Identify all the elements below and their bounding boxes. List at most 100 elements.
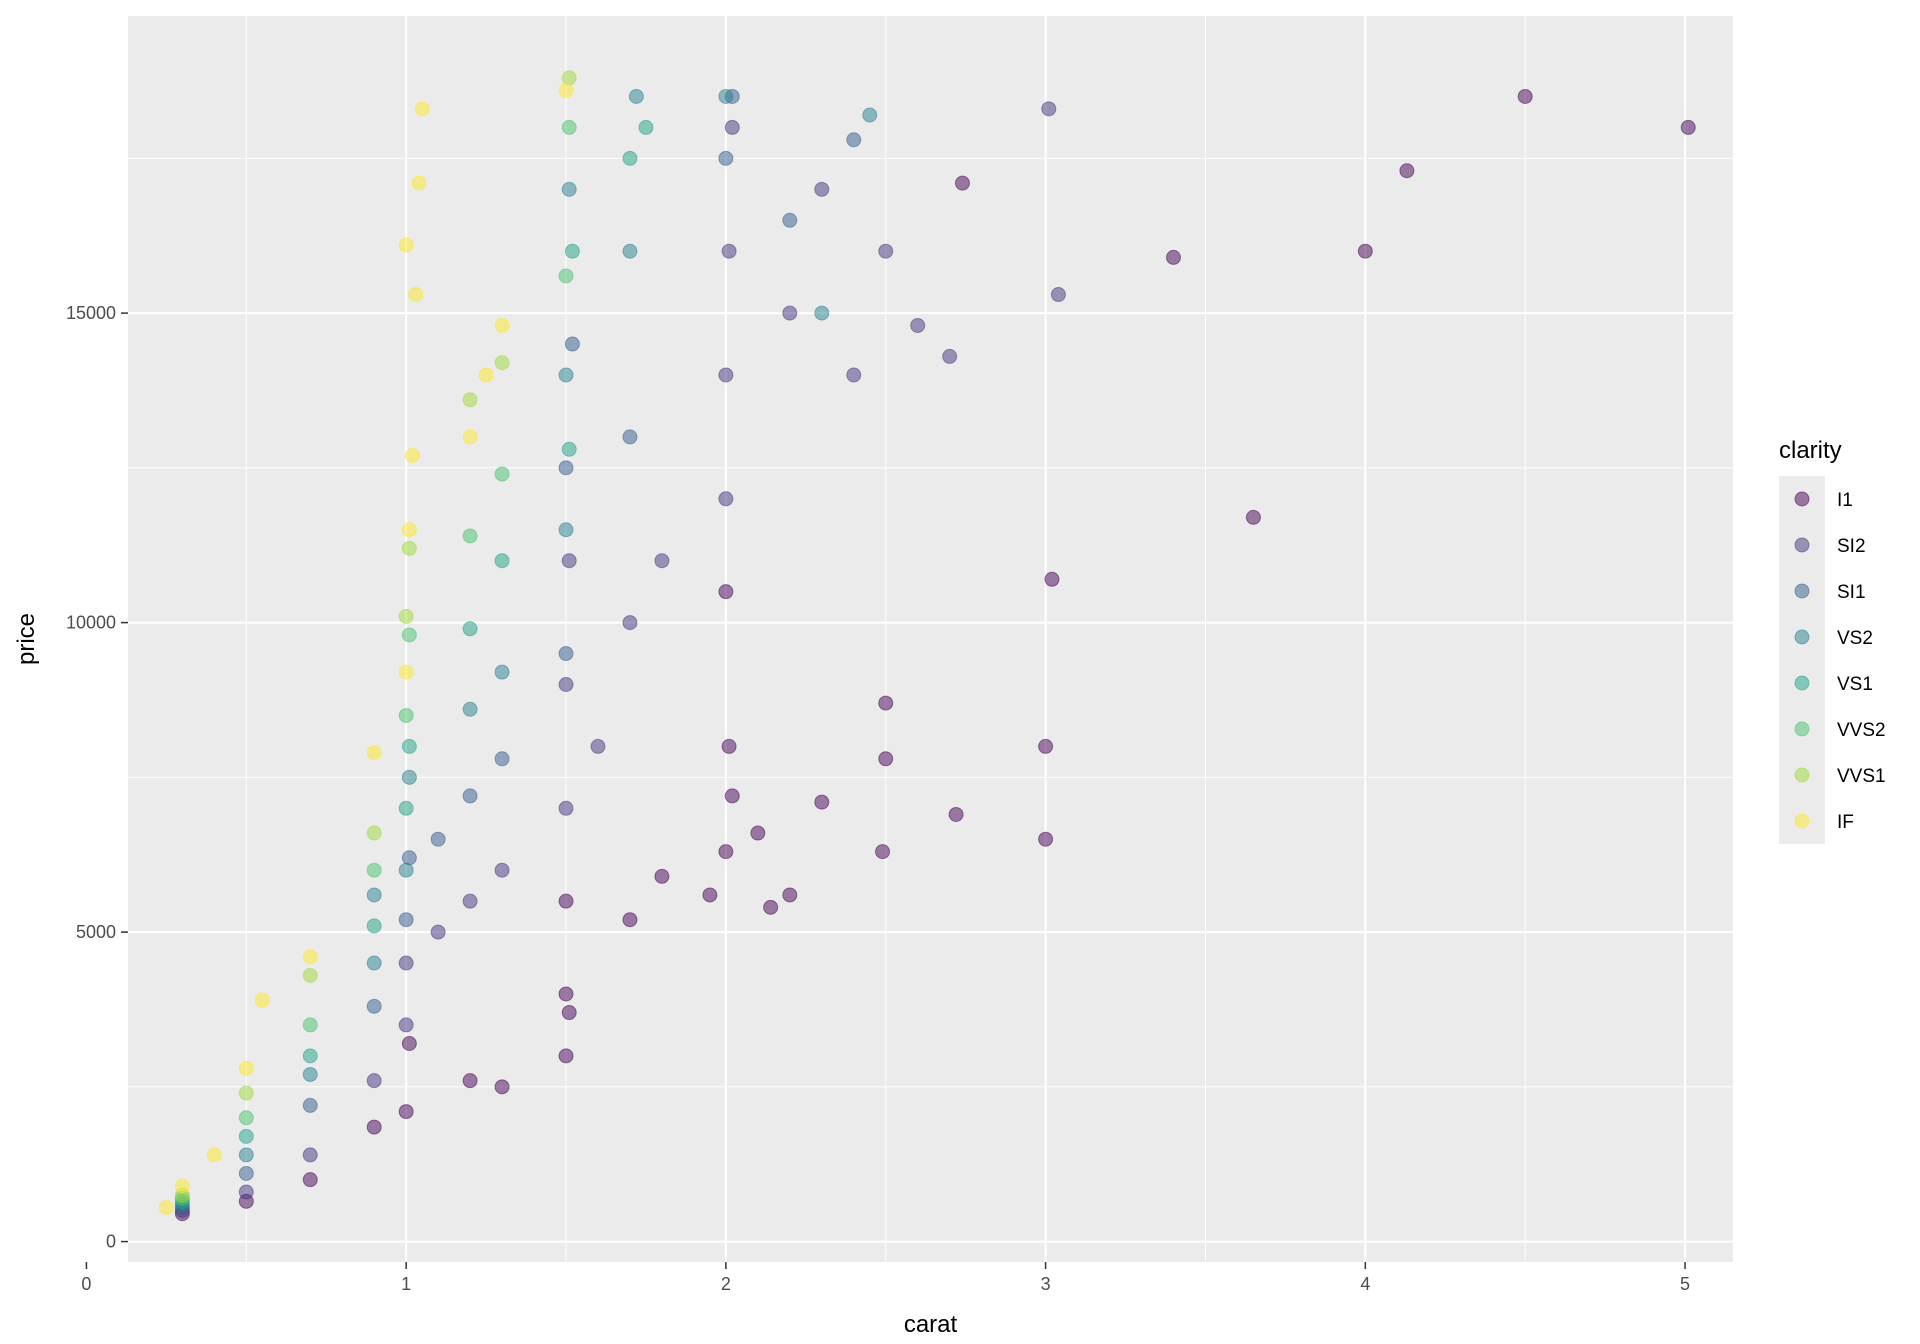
data-point	[398, 800, 414, 816]
data-point	[430, 831, 446, 847]
data-point	[878, 751, 894, 767]
data-points	[158, 70, 1696, 1222]
data-point	[462, 701, 478, 717]
data-point	[654, 868, 670, 884]
legend-label: SI1	[1837, 582, 1866, 603]
data-point	[558, 646, 574, 662]
data-point	[561, 1005, 577, 1021]
data-point	[718, 584, 734, 600]
data-point	[366, 998, 382, 1014]
data-point	[494, 751, 510, 767]
data-point	[462, 1073, 478, 1089]
data-point	[718, 367, 734, 383]
data-point	[1038, 738, 1054, 754]
data-point	[782, 305, 798, 321]
data-point	[398, 955, 414, 971]
data-point	[206, 1147, 222, 1163]
legend-swatch	[1794, 767, 1810, 783]
data-point	[561, 553, 577, 569]
data-point	[561, 70, 577, 86]
data-point	[366, 955, 382, 971]
x-tick-label: 4	[1360, 1274, 1370, 1294]
data-point	[910, 317, 926, 333]
data-point	[408, 287, 424, 303]
data-point	[401, 850, 417, 866]
x-tick-label: 1	[401, 1274, 411, 1294]
data-point	[954, 175, 970, 191]
data-point	[398, 862, 414, 878]
data-point	[238, 1085, 254, 1101]
data-point	[414, 101, 430, 117]
data-point	[718, 844, 734, 860]
data-point	[302, 1066, 318, 1082]
data-point	[238, 1165, 254, 1181]
plot-panel	[128, 16, 1733, 1262]
legend-label: VS1	[1837, 674, 1873, 695]
legend-swatch	[1794, 721, 1810, 737]
axes: 0 1 2 3 4 5 0 5000 10000 15000	[66, 303, 1690, 1294]
data-point	[366, 887, 382, 903]
data-point	[238, 1060, 254, 1076]
data-point	[302, 1172, 318, 1188]
data-point	[462, 893, 478, 909]
data-point	[558, 1048, 574, 1064]
data-point	[724, 788, 740, 804]
data-point	[622, 429, 638, 445]
data-point	[401, 769, 417, 785]
data-point	[158, 1200, 174, 1216]
data-point	[814, 305, 830, 321]
grid-lines	[85, 16, 1733, 1262]
data-point	[1680, 119, 1696, 135]
data-point	[462, 429, 478, 445]
data-point	[401, 738, 417, 754]
data-point	[654, 553, 670, 569]
data-point	[254, 992, 270, 1008]
data-point	[1399, 163, 1415, 179]
y-tick-label: 0	[106, 1232, 116, 1252]
data-point	[724, 119, 740, 135]
y-axis-title: price	[13, 613, 40, 665]
legend-label: IF	[1837, 812, 1854, 833]
data-point	[478, 367, 494, 383]
data-point	[494, 553, 510, 569]
data-point	[558, 676, 574, 692]
data-point	[401, 522, 417, 538]
data-point	[638, 119, 654, 135]
data-point	[590, 738, 606, 754]
data-point	[558, 986, 574, 1002]
data-point	[558, 460, 574, 476]
data-point	[561, 119, 577, 135]
data-point	[398, 707, 414, 723]
legend: clarity I1 SI2 SI1 VS2 VS1 VVS2 VVS1 IF	[1779, 437, 1886, 844]
data-point	[558, 522, 574, 538]
data-point	[398, 608, 414, 624]
data-point	[862, 107, 878, 123]
data-point	[721, 738, 737, 754]
legend-title: clarity	[1779, 437, 1842, 464]
data-point	[238, 1128, 254, 1144]
data-point	[948, 806, 964, 822]
legend-label: SI2	[1837, 536, 1866, 557]
legend-swatch	[1794, 629, 1810, 645]
data-point	[462, 788, 478, 804]
data-point	[238, 1110, 254, 1126]
x-tick-label: 3	[1041, 1274, 1051, 1294]
data-point	[462, 621, 478, 637]
data-point	[558, 800, 574, 816]
data-point	[462, 528, 478, 544]
legend-swatch	[1794, 491, 1810, 507]
data-point	[875, 844, 891, 860]
data-point	[398, 237, 414, 253]
data-point	[1165, 249, 1181, 265]
legend-label: VVS2	[1837, 720, 1886, 741]
data-point	[1357, 243, 1373, 259]
data-point	[814, 794, 830, 810]
data-point	[302, 1147, 318, 1163]
data-point	[411, 175, 427, 191]
data-point	[721, 243, 737, 259]
x-tick-label: 0	[81, 1274, 91, 1294]
data-point	[366, 745, 382, 761]
data-point	[622, 150, 638, 166]
data-point	[1050, 287, 1066, 303]
